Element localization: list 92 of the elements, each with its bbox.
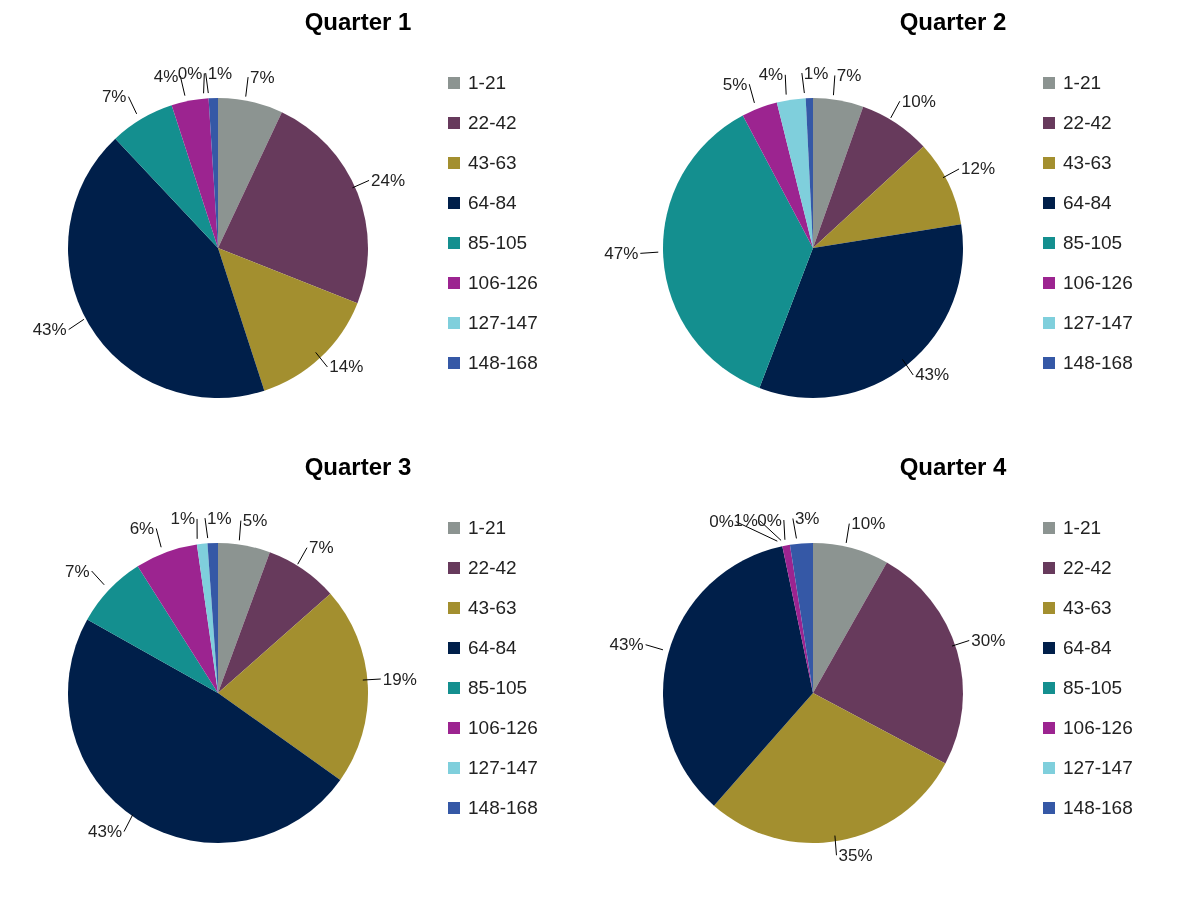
pie-slice (663, 115, 813, 389)
text: 0% (709, 512, 734, 532)
data-label: 5% (242, 511, 268, 531)
legend-label: 106-126 (1063, 272, 1133, 294)
pie-slice (218, 98, 282, 248)
data-label: 7% (250, 67, 275, 87)
legend-label: 64-84 (468, 637, 517, 659)
legend-label: 64-84 (1063, 192, 1112, 214)
data-label: 6% (129, 518, 155, 538)
chart-title: Quarter 4 (898, 453, 1008, 481)
data-label: 43% (87, 822, 123, 842)
pie-slice (87, 566, 218, 693)
legend-label: 127-147 (468, 312, 538, 334)
pie-slice (776, 98, 813, 248)
legend-label: 22-42 (468, 557, 517, 579)
legend-label: 148-168 (1063, 352, 1133, 374)
data-label: 43% (915, 365, 950, 385)
legend-label: 22-42 (468, 112, 517, 134)
pie-slice (171, 98, 218, 248)
legend-label: 1-21 (1063, 517, 1102, 539)
pie-slice (218, 112, 368, 304)
text: 0% (757, 510, 782, 530)
legend-label: 43-63 (1063, 597, 1112, 619)
data-label: 4% (758, 65, 784, 85)
legend-label: 148-168 (468, 352, 538, 374)
data-label: 10% (851, 514, 886, 534)
data-label: 1% (733, 511, 758, 531)
legend-label: 148-168 (1063, 797, 1133, 819)
data-label: 47% (604, 243, 639, 263)
legend-label: 1-21 (468, 72, 507, 94)
legend-label: 127-147 (1063, 757, 1133, 779)
data-label: 5% (722, 74, 748, 94)
legend-label: 85-105 (468, 232, 528, 254)
pie-slice (115, 105, 218, 248)
legend-label: 1-21 (1063, 72, 1102, 94)
pie-slice (813, 106, 924, 248)
pie-slice (218, 552, 331, 693)
legend-label: 85-105 (1063, 232, 1123, 254)
legend-label: 127-147 (468, 757, 538, 779)
text: 0% (177, 63, 203, 83)
data-label: 19% (382, 669, 417, 689)
data-label: 1% (207, 63, 233, 83)
pie-slice (789, 543, 813, 693)
data-label: 10% (901, 91, 936, 111)
pie-slice (68, 619, 341, 843)
pie-slice (68, 138, 265, 398)
legend-label: 106-126 (1063, 717, 1133, 739)
legend-label: 43-63 (468, 597, 517, 619)
data-label: 4% (153, 66, 179, 86)
chart-title: Quarter 3 (303, 453, 413, 481)
legend-label: 127-147 (1063, 312, 1133, 334)
data-label: 1% (803, 63, 829, 83)
pie-slice (218, 543, 270, 693)
legend-label: 85-105 (1063, 677, 1123, 699)
data-label: 7% (101, 87, 127, 107)
pie-slice (813, 543, 887, 693)
legend-label: 22-42 (1063, 557, 1112, 579)
data-label: 1% (207, 508, 232, 528)
data-label: 43% (609, 635, 644, 655)
data-label: 7% (836, 65, 862, 85)
data-label: 14% (329, 357, 364, 377)
pie-slice (137, 544, 218, 693)
data-label: 43% (32, 320, 67, 340)
pie-slice (782, 544, 813, 693)
legend-label: 43-63 (468, 152, 517, 174)
legend-label: 43-63 (1063, 152, 1112, 174)
pie-slice (713, 693, 946, 843)
data-label: 1% (170, 509, 196, 529)
legend-label: 148-168 (468, 797, 538, 819)
legend-label: 106-126 (468, 717, 538, 739)
data-label: 7% (65, 561, 90, 581)
data-label: 24% (371, 170, 406, 190)
legend-label: 85-105 (468, 677, 528, 699)
legend-label: 106-126 (468, 272, 538, 294)
legend-label: 22-42 (1063, 112, 1112, 134)
legend-label: 64-84 (1063, 637, 1112, 659)
data-label: 35% (838, 845, 873, 865)
pie-slice (742, 102, 813, 248)
data-label: 3% (794, 509, 820, 529)
legend-label: 64-84 (468, 192, 517, 214)
pie-slice (759, 224, 963, 398)
pie-slice (813, 562, 963, 764)
data-label: 12% (961, 159, 996, 179)
pie-slice (218, 593, 368, 780)
data-label: 7% (309, 538, 334, 558)
pie-slice (813, 98, 864, 248)
chart-title: Quarter 2 (898, 8, 1008, 36)
pie-slice (813, 146, 962, 248)
chart-title: Quarter 1 (303, 8, 413, 36)
legend-label: 1-21 (468, 517, 507, 539)
pie-slice (663, 546, 813, 806)
data-label: 30% (971, 630, 1006, 650)
